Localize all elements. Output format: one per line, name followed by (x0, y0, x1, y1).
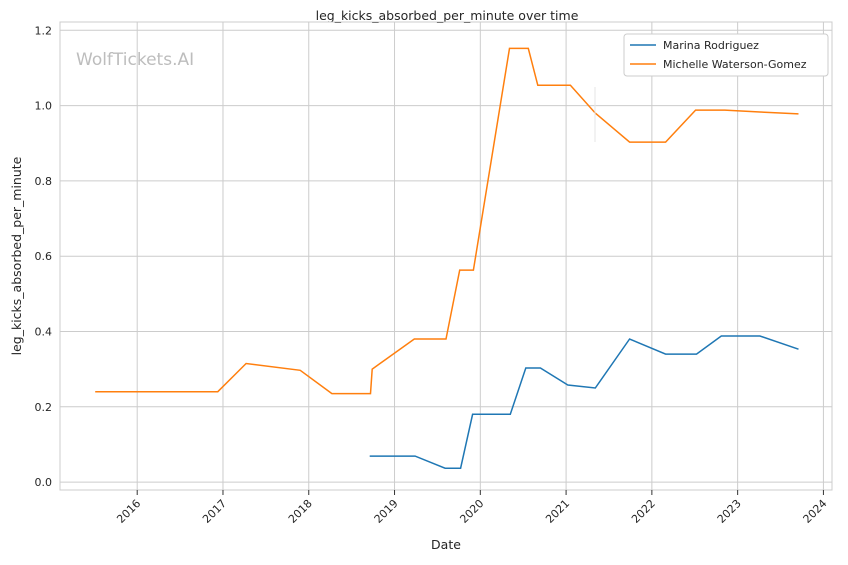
plot-frame (59, 21, 833, 491)
x-tick-label: 2024 (801, 497, 830, 526)
x-ticks: 2016 2017 2018 2019 2020 2021 2022 2023 2024 (114, 490, 830, 526)
grid (60, 22, 832, 490)
x-tick-label: 2020 (457, 497, 486, 526)
x-tick-label: 2022 (629, 497, 658, 526)
y-tick-label: 0.6 (35, 250, 53, 263)
y-tick-label: 1.0 (35, 100, 53, 113)
legend: Marina Rodriguez Michelle Waterson-Gomez (623, 33, 829, 77)
x-tick-label: 2018 (286, 497, 315, 526)
legend-box (623, 33, 829, 77)
y-tick-label: 0.2 (35, 401, 53, 414)
y-tick-label: 1.2 (35, 24, 53, 37)
x-axis-label: Date (431, 537, 461, 552)
y-tick-label: 0.4 (35, 325, 53, 338)
y-axis-label: leg_kicks_absorbed_per_minute (9, 156, 24, 355)
x-tick-label: 2016 (114, 497, 143, 526)
x-tick-label: 2023 (715, 497, 744, 526)
x-tick-label: 2021 (543, 497, 572, 526)
y-tick-label: 0.8 (35, 175, 53, 188)
watermark: WolfTickets.AI (76, 50, 194, 70)
chart-title: leg_kicks_absorbed_per_minute over time (316, 8, 579, 23)
series-lines (95, 47, 799, 469)
y-ticks: 0.0 0.2 0.4 0.6 0.8 1.0 1.2 (35, 24, 53, 489)
x-tick-label: 2017 (200, 497, 229, 526)
y-tick-label: 0.0 (35, 476, 53, 489)
legend-label-marina: Marina Rodriguez (663, 39, 759, 52)
series-line-marina-rodriguez (369, 335, 799, 469)
series-line-michelle-waterson-gomez (95, 47, 799, 395)
legend-label-michelle: Michelle Waterson-Gomez (663, 58, 807, 71)
x-tick-label: 2019 (372, 497, 401, 526)
